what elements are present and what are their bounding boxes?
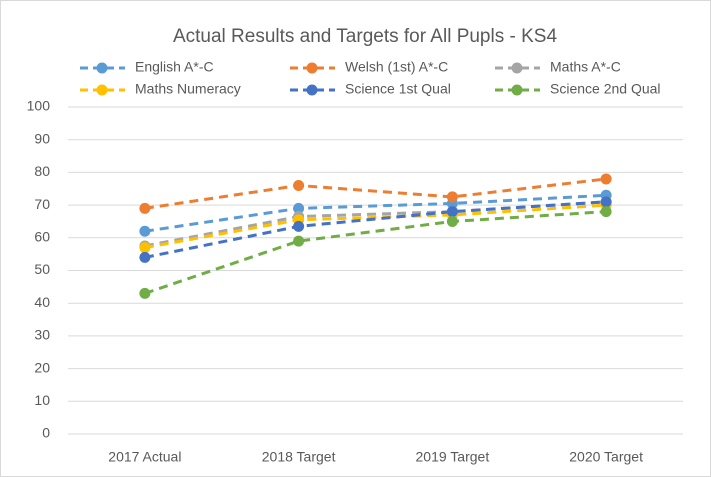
data-point — [600, 206, 612, 218]
y-tick-label: 50 — [34, 261, 50, 277]
y-tick-label: 60 — [34, 229, 50, 245]
y-tick-label: 20 — [34, 359, 50, 375]
data-point — [293, 179, 305, 191]
series-line — [144, 200, 607, 259]
legend-marker — [96, 62, 108, 74]
series-line — [144, 193, 607, 233]
y-tick-label: 40 — [34, 294, 50, 310]
data-point — [293, 202, 305, 214]
series-line — [144, 200, 607, 248]
x-tick-label: 2017 Actual — [108, 449, 181, 465]
legend-label: Welsh (1st) A*-C — [345, 59, 448, 75]
x-tick-label: 2018 Target — [262, 449, 336, 465]
legend-label: Science 2nd Qual — [550, 81, 661, 97]
legend-marker — [306, 84, 318, 96]
data-point — [600, 196, 612, 208]
data-point — [139, 202, 151, 214]
x-tick-label: 2019 Target — [416, 449, 490, 465]
data-point — [139, 242, 151, 254]
legend-label: English A*-C — [135, 59, 214, 75]
legend-label: Science 1st Qual — [345, 81, 451, 97]
data-point — [446, 206, 458, 218]
data-point — [139, 287, 151, 299]
y-tick-label: 10 — [34, 392, 50, 408]
series-line — [144, 210, 607, 295]
legend-label: Maths Numeracy — [135, 81, 241, 97]
y-tick-label: 90 — [34, 130, 50, 146]
y-tick-label: 0 — [42, 425, 50, 441]
legend-marker — [511, 62, 523, 74]
data-point — [293, 235, 305, 247]
y-tick-label: 70 — [34, 196, 50, 212]
series-line — [144, 177, 607, 210]
y-tick-label: 30 — [34, 327, 50, 343]
data-point — [139, 225, 151, 237]
data-point — [139, 251, 151, 263]
chart-title: Actual Results and Targets for All Pupls… — [173, 26, 557, 47]
y-tick-label: 80 — [34, 163, 50, 179]
y-tick-label: 100 — [27, 98, 51, 114]
legend-label: Maths A*-C — [550, 59, 621, 75]
data-point — [446, 191, 458, 203]
data-point — [600, 173, 612, 185]
legend-marker — [96, 84, 108, 96]
legend-marker — [511, 84, 523, 96]
data-point — [293, 220, 305, 232]
legend-marker — [306, 62, 318, 74]
data-point — [446, 215, 458, 227]
x-tick-label: 2020 Target — [569, 449, 643, 465]
series-line — [144, 203, 607, 250]
